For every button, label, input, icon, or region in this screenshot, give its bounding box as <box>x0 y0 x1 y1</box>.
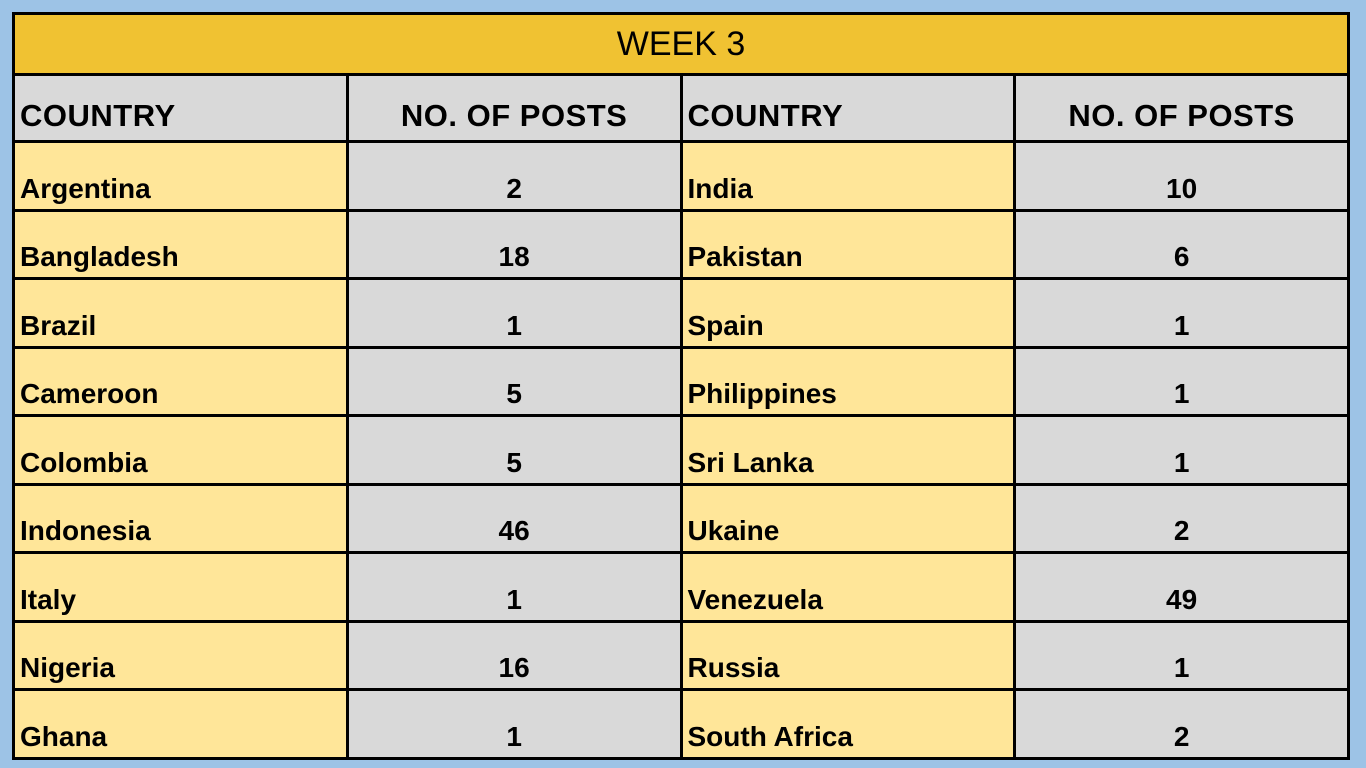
post-count: 2 <box>348 143 680 209</box>
country-name: Brazil <box>15 280 346 346</box>
post-count: 1 <box>1016 348 1347 415</box>
country-name: Ghana <box>15 691 346 757</box>
post-count: 1 <box>348 554 680 620</box>
post-count: 6 <box>1016 211 1347 278</box>
country-name: Nigeria <box>15 622 346 689</box>
post-count: 5 <box>348 417 680 483</box>
post-count: 1 <box>348 691 680 757</box>
column-header: COUNTRY <box>15 76 346 140</box>
country-name: Italy <box>15 554 346 620</box>
post-count: 5 <box>348 348 680 415</box>
post-count: 46 <box>348 485 680 552</box>
table-title: WEEK 3 <box>15 15 1347 73</box>
column-header: COUNTRY <box>682 76 1014 140</box>
country-name: Sri Lanka <box>682 417 1014 483</box>
column-header: NO. OF POSTS <box>348 76 680 140</box>
country-name: Russia <box>682 622 1014 689</box>
country-name: Venezuela <box>682 554 1014 620</box>
post-count: 10 <box>1016 143 1347 209</box>
post-count: 1 <box>1016 622 1347 689</box>
posts-table: WEEK 3 COUNTRY NO. OF POSTS COUNTRY NO. OF … <box>12 12 1350 760</box>
post-count: 1 <box>1016 417 1347 483</box>
country-name: South Africa <box>682 691 1014 757</box>
post-count: 2 <box>1016 485 1347 552</box>
country-name: Cameroon <box>15 348 346 415</box>
country-name: Indonesia <box>15 485 346 552</box>
country-name: Ukaine <box>682 485 1014 552</box>
country-name: Spain <box>682 280 1014 346</box>
post-count: 1 <box>1016 280 1347 346</box>
country-name: Argentina <box>15 143 346 209</box>
country-name: Colombia <box>15 417 346 483</box>
post-count: 16 <box>348 622 680 689</box>
post-count: 1 <box>348 280 680 346</box>
country-name: Philippines <box>682 348 1014 415</box>
column-header: NO. OF POSTS <box>1016 76 1347 140</box>
post-count: 49 <box>1016 554 1347 620</box>
post-count: 2 <box>1016 691 1347 757</box>
country-name: Bangladesh <box>15 211 346 278</box>
post-count: 18 <box>348 211 680 278</box>
country-name: Pakistan <box>682 211 1014 278</box>
country-name: India <box>682 143 1014 209</box>
